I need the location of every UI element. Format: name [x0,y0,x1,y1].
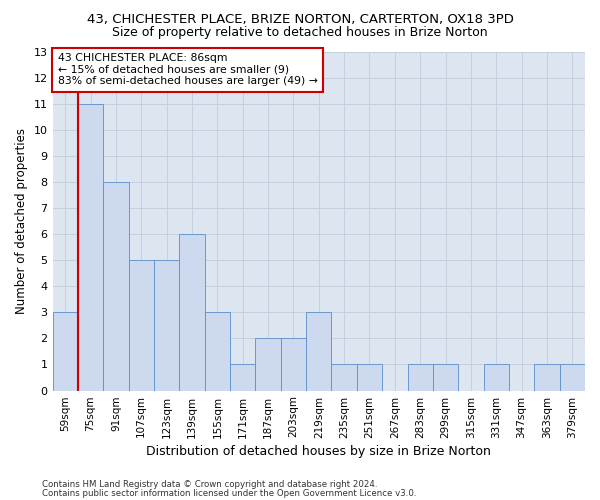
Bar [205,312,230,390]
Bar [534,364,560,390]
Bar [407,364,433,390]
Y-axis label: Number of detached properties: Number of detached properties [15,128,28,314]
Bar [78,104,103,391]
Bar [256,338,281,390]
Text: Contains HM Land Registry data © Crown copyright and database right 2024.: Contains HM Land Registry data © Crown c… [42,480,377,489]
Text: 43 CHICHESTER PLACE: 86sqm
← 15% of detached houses are smaller (9)
83% of semi-: 43 CHICHESTER PLACE: 86sqm ← 15% of deta… [58,53,318,86]
Bar [128,260,154,390]
Bar [306,312,331,390]
Bar [179,234,205,390]
Bar [53,312,78,390]
Bar [103,182,128,390]
Text: 43, CHICHESTER PLACE, BRIZE NORTON, CARTERTON, OX18 3PD: 43, CHICHESTER PLACE, BRIZE NORTON, CART… [86,12,514,26]
Bar [560,364,585,390]
Bar [484,364,509,390]
Bar [357,364,382,390]
Bar [331,364,357,390]
Text: Size of property relative to detached houses in Brize Norton: Size of property relative to detached ho… [112,26,488,39]
Bar [281,338,306,390]
Bar [154,260,179,390]
Text: Contains public sector information licensed under the Open Government Licence v3: Contains public sector information licen… [42,488,416,498]
X-axis label: Distribution of detached houses by size in Brize Norton: Distribution of detached houses by size … [146,444,491,458]
Bar [433,364,458,390]
Bar [230,364,256,390]
